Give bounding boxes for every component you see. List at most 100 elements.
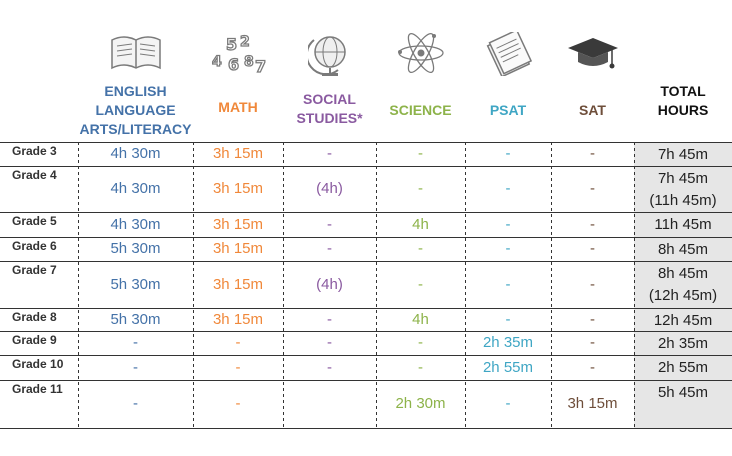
cell-sat: -: [590, 145, 595, 162]
grade-label: Grade 7: [12, 263, 57, 277]
cell-psat: 2h 55m: [482, 359, 534, 376]
cell-total: 5h 45m: [634, 382, 732, 404]
cell-total: 12h 45m: [634, 310, 732, 332]
grade-label: Grade 11: [12, 382, 63, 396]
column-header-label-math: MATH: [193, 98, 283, 117]
cell-psat: -: [505, 240, 511, 257]
atom-icon: [394, 32, 448, 79]
grade-label: Grade 3: [12, 144, 57, 158]
cell-sat: -: [590, 334, 595, 351]
cell-ela: 5h 30m: [110, 311, 161, 328]
column-header-label-line: MATH: [218, 99, 258, 115]
column-header-label-line: TOTAL: [660, 83, 706, 99]
cell-total: 7h 45m (11h 45m): [634, 168, 732, 212]
cell-ela: 5h 30m: [110, 240, 161, 257]
total-hours-value: 8h 45m: [657, 241, 709, 258]
cell-ela: 4h 30m: [110, 145, 161, 162]
column-header-psat: PSAT: [465, 0, 551, 142]
cell-science: 2h 30m: [395, 395, 446, 412]
cell-total: 8h 45m (12h 45m): [634, 263, 732, 307]
svg-text:4: 4: [212, 54, 222, 70]
cell-math: -: [235, 395, 241, 412]
total-hours-value: 8h 45m: [657, 265, 709, 282]
cell-math: -: [235, 334, 241, 351]
cell-ela: 5h 30m: [110, 276, 161, 293]
cell-social: -: [327, 311, 332, 328]
svg-text:7: 7: [255, 57, 266, 76]
cell-math: 3h 15m: [212, 180, 264, 197]
column-header-label-sat: SAT: [551, 101, 634, 120]
total-hours-value: 12h 45m: [653, 312, 713, 329]
cell-sat: -: [590, 359, 595, 376]
cell-social: [283, 380, 376, 428]
cell-psat: -: [505, 145, 511, 162]
total-hours-value: 5h 45m: [657, 384, 709, 401]
cell-science: 4h: [412, 216, 429, 233]
column-header-label-line: LANGUAGE: [95, 102, 176, 118]
cell-total: 11h 45m: [634, 214, 732, 236]
cell-ela: -: [133, 395, 138, 412]
cell-total: 2h 35m: [634, 333, 732, 355]
cell-social: -: [327, 240, 332, 257]
cell-science: -: [418, 359, 423, 376]
cell-science: -: [418, 334, 423, 351]
cell-sat: -: [590, 311, 595, 328]
cell-math: 3h 15m: [212, 276, 264, 293]
graduation-cap-icon: [566, 32, 620, 81]
cell-ela: -: [133, 359, 138, 376]
svg-text:6: 6: [228, 55, 239, 74]
total-hours-value: (11h 45m): [649, 192, 717, 209]
cell-psat: -: [505, 276, 511, 293]
total-hours-value: 7h 45m: [657, 170, 709, 187]
grade-label: Grade 9: [12, 333, 57, 347]
cell-math: 3h 15m: [212, 311, 264, 328]
cell-sat: -: [590, 240, 595, 257]
cell-social: -: [327, 216, 332, 233]
cell-math: 3h 15m: [212, 216, 264, 233]
column-header-label-line: PSAT: [489, 102, 527, 118]
grade-label: Grade 8: [12, 310, 57, 324]
cell-psat: -: [505, 311, 511, 328]
cell-social: -: [327, 359, 332, 376]
svg-text:8: 8: [244, 54, 254, 70]
column-header-label-psat: PSAT: [465, 101, 551, 120]
grade-label: Grade 5: [12, 214, 57, 228]
column-header-label-line: SAT: [579, 102, 606, 118]
cell-ela: 4h 30m: [110, 216, 161, 233]
cell-social: -: [327, 334, 332, 351]
cell-math: 3h 15m: [212, 145, 264, 162]
svg-text:5: 5: [226, 35, 237, 54]
column-header-label-line: STUDIES*: [296, 110, 363, 126]
cell-psat: -: [505, 395, 511, 412]
total-hours-value: 2h 35m: [657, 335, 709, 352]
cell-social: (4h): [316, 180, 343, 197]
total-hours-value: (12h 45m): [648, 287, 718, 304]
cell-science: -: [418, 180, 423, 197]
cell-math: -: [235, 359, 241, 376]
column-header-label-social: SOCIAL STUDIES*: [283, 90, 376, 128]
column-header-math: 5 2 4 6 8 7 MATH: [193, 0, 283, 142]
cell-science: 4h: [412, 311, 429, 328]
column-header-label-line: HOURS: [657, 102, 709, 118]
column-header-label-line: ENGLISH: [104, 83, 167, 99]
column-header-label-total: TOTAL HOURS: [634, 82, 732, 120]
cell-science: -: [418, 240, 423, 257]
cell-total: 2h 55m: [634, 357, 732, 379]
grade-label: Grade 6: [12, 239, 57, 253]
total-hours-value: 11h 45m: [654, 216, 712, 233]
cell-social: (4h): [316, 276, 343, 293]
globe-icon: [305, 32, 352, 83]
cell-sat: 3h 15m: [567, 395, 618, 412]
cell-psat: 2h 35m: [482, 334, 534, 351]
cell-social: -: [327, 145, 332, 162]
cell-total: 8h 45m: [634, 239, 732, 261]
svg-text:2: 2: [240, 34, 250, 50]
grade-label: Grade 10: [12, 357, 64, 371]
column-header-label-ela: ENGLISH LANGUAGE ARTS/LITERACY: [78, 82, 193, 139]
cell-sat: -: [590, 276, 595, 293]
cell-ela: -: [133, 334, 138, 351]
column-header-social: SOCIAL STUDIES*: [283, 0, 376, 142]
column-header-sat: SAT: [551, 0, 634, 142]
column-header-label-line: SOCIAL: [303, 91, 356, 107]
